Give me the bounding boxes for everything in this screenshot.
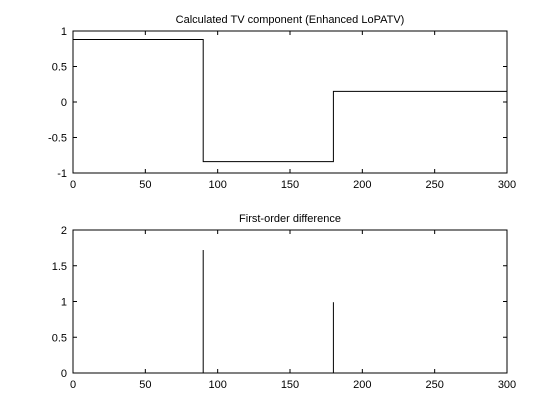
- bottom-x-tick-label: 250: [425, 379, 443, 391]
- top-y-tick-label: 1: [61, 26, 67, 38]
- bottom-chart-panel: First-order difference 0 50 100 150 200 250 300…: [52, 213, 516, 391]
- top-x-tick-label: 150: [281, 179, 299, 191]
- bottom-x-tick-label: 150: [281, 379, 299, 391]
- bottom-y-tick-label: 0: [61, 368, 67, 380]
- bottom-x-tick-label: 200: [353, 379, 371, 391]
- top-y-tick-label: 0.5: [52, 62, 67, 74]
- bottom-y-tick-label: 1: [61, 297, 67, 309]
- bottom-y-tick-label: 2: [61, 225, 67, 237]
- top-plot-frame: [72, 30, 508, 174]
- top-x-tick-label: 250: [425, 179, 443, 191]
- bottom-x-tick-label: 100: [208, 379, 226, 391]
- top-x-tick-label: 200: [353, 179, 371, 191]
- top-x-tick-label: 0: [70, 179, 76, 191]
- top-x-tick-label: 100: [208, 179, 226, 191]
- bottom-x-tick-label: 300: [498, 379, 516, 391]
- top-x-tick-label: 50: [139, 179, 151, 191]
- tv-component-line: [73, 39, 507, 163]
- top-y-tick-label: -0.5: [48, 133, 67, 145]
- top-x-tick-label: 300: [498, 179, 516, 191]
- bottom-x-tick-label: 50: [139, 379, 151, 391]
- top-y-tick-label: -1: [57, 168, 67, 180]
- top-chart-panel: Calculated TV component (Enhanced LoPATV…: [48, 14, 516, 191]
- bottom-x-tick-label: 0: [70, 379, 76, 391]
- bottom-chart-title: First-order difference: [239, 213, 341, 225]
- bottom-y-tick-label: 0.5: [52, 332, 67, 344]
- bottom-plot-frame: [72, 229, 508, 374]
- top-y-tick-label: 0: [61, 97, 67, 109]
- top-chart-title: Calculated TV component (Enhanced LoPATV…: [176, 14, 405, 26]
- bottom-y-tick-label: 1.5: [52, 261, 67, 273]
